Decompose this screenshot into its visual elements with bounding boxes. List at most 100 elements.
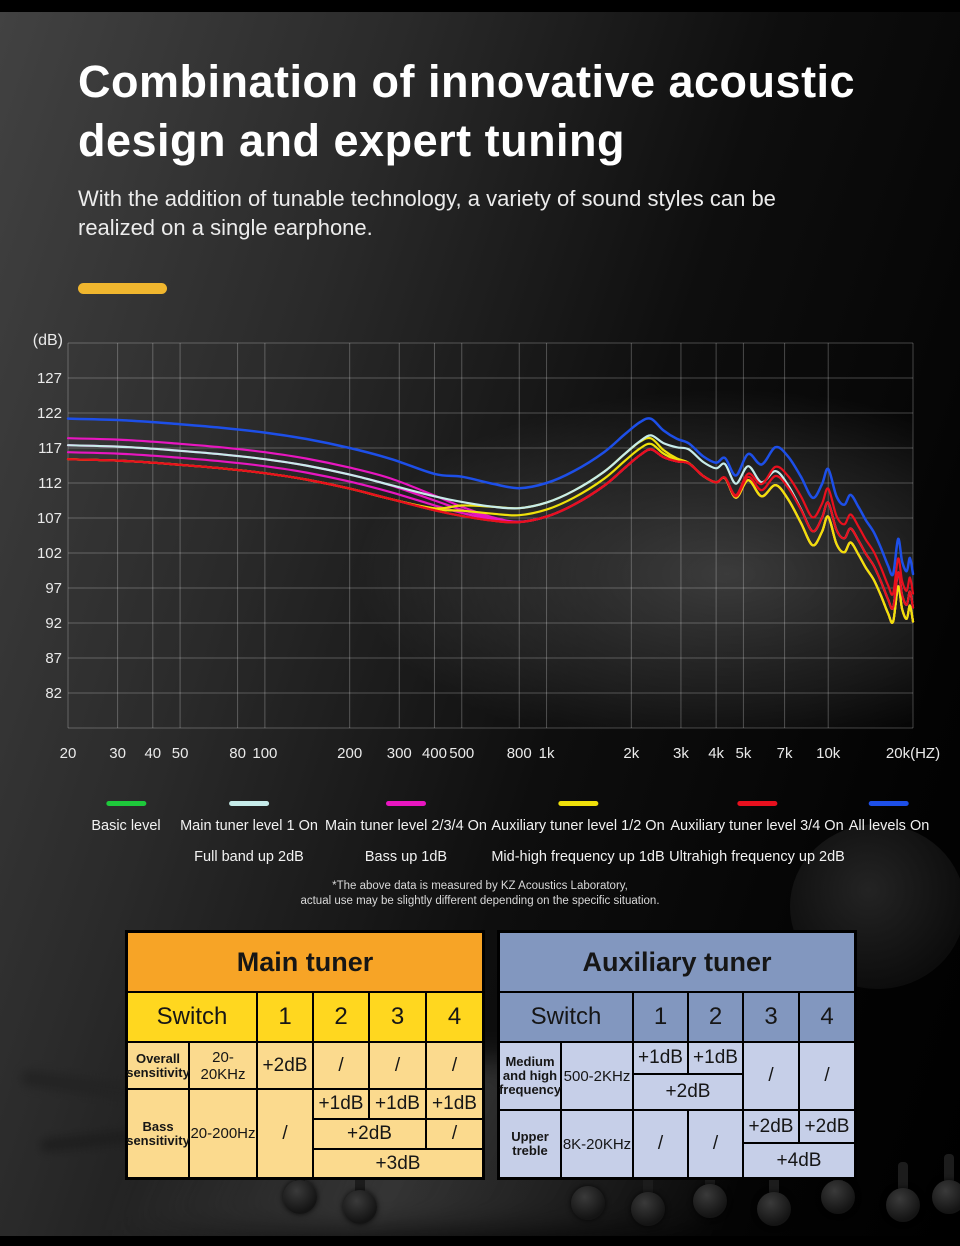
overall-switch2-value: / [313,1042,369,1089]
legend-swatch-icon [737,801,777,806]
x-tick-100: 100 [252,745,277,762]
aux-col-1: 1 [633,992,688,1042]
med-switch2-value: +1dB [688,1042,743,1074]
y-tick-122: 122 [37,405,62,422]
legend-swatch-icon [385,801,426,806]
background-knob-stem [643,1166,653,1196]
medium-high-frequency-label: Medium and high frequency [499,1042,561,1110]
page-subtitle: With the addition of tunable technology,… [78,184,776,242]
upper-treble-range: 8K-20KHz [561,1110,633,1178]
legend-swatch-icon [869,801,909,806]
bass-switch4-value: +1dB [426,1089,483,1119]
treble-switch3-value: +2dB [743,1110,799,1143]
top-black-bar [0,0,960,12]
curve-all-levels-on [66,417,915,577]
y-tick-87: 87 [45,650,62,667]
overall-sensitivity-label: Overall sensitivity [126,1042,190,1089]
y-tick-92: 92 [45,615,62,632]
accent-bar [78,283,167,294]
med-switch3-value: / [743,1042,799,1110]
x-tick-5k: 5k [735,745,751,762]
treble-switch4-value: +2dB [799,1110,855,1143]
treble-switch34-combo-value: +4dB [743,1143,855,1178]
x-tick-7k: 7k [777,745,793,762]
y-tick-82: 82 [45,685,62,702]
main-tuner-table: Main tuner Switch 1 2 3 4 Overall sensit… [125,930,485,1180]
overall-range: 20-20KHz [189,1042,257,1089]
y-tick-107: 107 [37,510,62,527]
background-knob-stem [944,1154,954,1184]
background-knob [693,1184,727,1218]
x-tick-40: 40 [144,745,161,762]
bass-switch1-value: / [257,1089,313,1178]
aux-col-3: 3 [743,992,799,1042]
overall-switch1-value: +2dB [257,1042,313,1089]
background-knob [821,1180,855,1214]
background-knob [932,1180,960,1214]
main-col-2: 2 [313,992,369,1042]
background-knob-stem [898,1162,908,1192]
x-tick-800: 800 [507,745,532,762]
page-title-line1: Combination of innovative acoustic [78,56,856,107]
main-tuner-title: Main tuner [127,932,483,992]
disclaimer: *The above data is measured by KZ Acoust… [0,879,960,908]
x-tick-4k: 4k [708,745,724,762]
legend-swatch-icon [106,801,146,806]
page-subtitle-line1: With the addition of tunable technology,… [78,186,776,211]
frequency-response-chart: (dB) 127 122 117 112 107 102 97 92 87 82 20 30 40 50 80… [33,332,940,762]
y-tick-97: 97 [45,580,62,597]
background-knob [343,1190,377,1224]
overall-switch3-value: / [369,1042,426,1089]
x-tick-1k: 1k [539,745,555,762]
background-knob [757,1192,791,1226]
x-tick-2k: 2k [623,745,639,762]
bass-switch23-combo-value: +2dB [313,1119,426,1149]
background-knob [283,1180,317,1214]
treble-switch1-value: / [633,1110,688,1178]
x-tick-10k: 10k [816,745,841,762]
legend-swatch-icon [228,801,269,806]
aux-col-4: 4 [799,992,855,1042]
curve-main-tuner-level-2-3-4-on [66,444,915,624]
y-tick-117: 117 [38,440,62,457]
y-tick-127: 127 [37,370,62,387]
x-tick-300: 300 [387,745,412,762]
main-col-4: 4 [426,992,483,1042]
bass-switch2-value: +1dB [313,1089,369,1119]
med-switch4-value: / [799,1042,855,1110]
bass-switch234-combo-value: +3dB [313,1149,483,1178]
chart-background-glow [68,343,913,728]
main-col-3: 3 [369,992,426,1042]
page-title: Combination of innovative acoustic desig… [78,52,855,170]
page-title-line2: design and expert tuning [78,115,626,166]
main-col-1: 1 [257,992,313,1042]
overall-switch4-value: / [426,1042,483,1089]
background-knob [886,1188,920,1222]
aux-tuner-title: Auxiliary tuner [499,932,855,992]
x-tick-30: 30 [109,745,126,762]
y-tick-102: 102 [37,545,62,562]
med-switch1-value: +1dB [633,1042,688,1074]
curve-auxiliary-tuner-level-1-2-on [66,442,915,624]
background-knob [631,1192,665,1226]
bottom-black-bar [0,1236,960,1246]
medium-high-range: 500-2KHz [561,1042,633,1110]
x-tick-500: 500 [449,745,474,762]
curve-auxiliary-tuner-level-3-4-on [66,448,915,596]
aux-switch-header: Switch [499,992,633,1042]
med-switch12-combo-value: +2dB [633,1074,743,1110]
bass-sensitivity-label: Bass sensitivity [126,1089,190,1178]
x-tick-20kHZ: 20k(HZ) [886,745,940,762]
disclaimer-line2: actual use may be slightly different dep… [300,894,660,907]
treble-switch2-value: / [688,1110,743,1178]
aux-col-2: 2 [688,992,743,1042]
upper-treble-label: Upper treble [499,1110,561,1178]
x-tick-50: 50 [172,745,189,762]
disclaimer-line1: *The above data is measured by KZ Acoust… [332,880,628,892]
legend-swatch-icon [558,801,598,806]
y-tick-112: 112 [38,475,62,492]
x-tick-400: 400 [422,745,447,762]
curve-main-tuner-level-1-on [66,434,915,610]
bass-range: 20-200Hz [189,1089,257,1178]
